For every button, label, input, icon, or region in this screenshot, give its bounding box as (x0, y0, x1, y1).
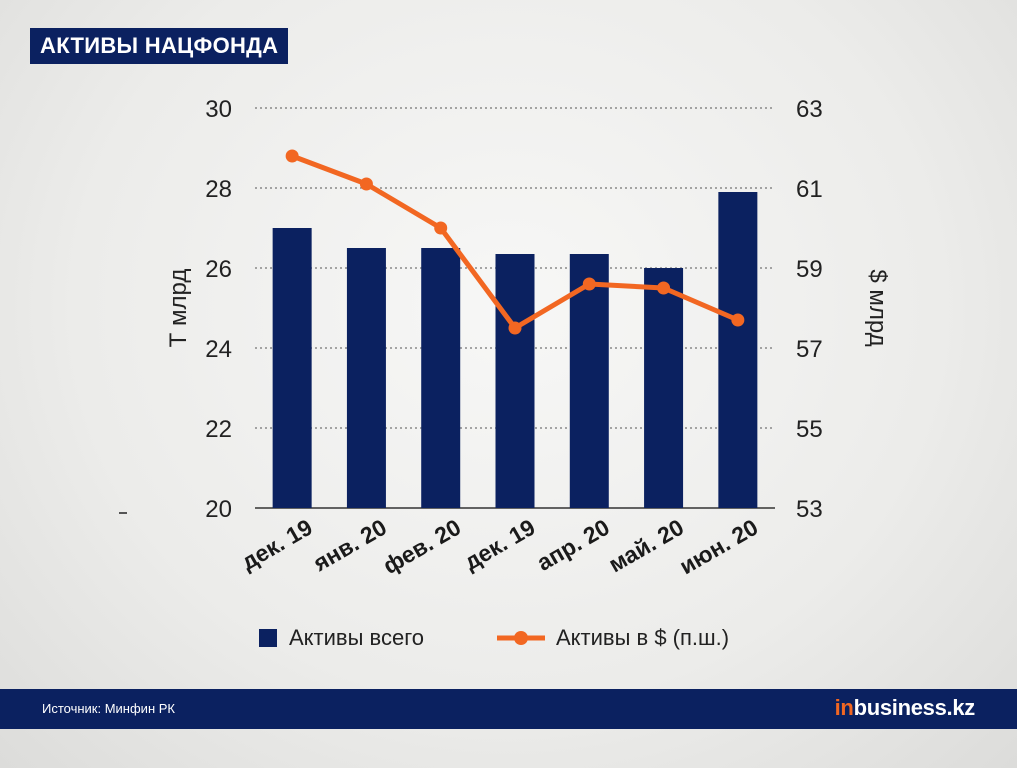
y-tick-label: 24 (205, 336, 232, 363)
footer-bar: Источник: Минфин РК inbusiness.kz (0, 689, 1017, 729)
bar-5 (644, 268, 684, 508)
right-axis-ticks: 53 55 57 59 61 63 (796, 96, 823, 523)
bar-4 (569, 254, 609, 508)
line-point-3 (508, 321, 522, 335)
x-tick-label: июн. 20 (675, 514, 763, 580)
logo-prefix: in (834, 695, 854, 720)
legend-line-marker (514, 631, 528, 645)
x-tick-label: май. 20 (604, 514, 688, 578)
source-text: Источник: Минфин РК (42, 701, 175, 716)
y2-tick-label: 59 (796, 256, 823, 283)
y-tick-label: 26 (205, 256, 232, 283)
x-tick-label: апр. 20 (532, 514, 614, 576)
bar-0 (272, 228, 312, 508)
line-point-4 (582, 277, 596, 291)
bar-6 (718, 192, 758, 508)
logo-main: business.kz (853, 695, 976, 720)
bar-series (272, 192, 758, 508)
y-tick-label: 22 (205, 416, 232, 443)
legend: Активы всего Активы в $ (п.ш.) (259, 625, 729, 650)
line-point-2 (434, 221, 448, 235)
x-tick-label: фев. 20 (378, 514, 465, 579)
y2-tick-label: 53 (796, 496, 823, 523)
y-tick-label: 30 (205, 96, 232, 123)
x-tick-label: дек. 19 (237, 514, 317, 575)
site-logo[interactable]: inbusiness.kz (834, 695, 976, 721)
legend-bar-label: Активы всего (289, 625, 424, 650)
line-point-6 (731, 313, 745, 327)
stray-dash-mark (119, 512, 127, 514)
bar-2 (421, 248, 461, 508)
legend-bar-swatch (259, 629, 277, 647)
y-tick-label: 28 (205, 176, 232, 203)
legend-line-label: Активы в $ (п.ш.) (556, 625, 729, 650)
line-series (285, 149, 745, 335)
left-axis-ticks: 20 22 24 26 28 30 (205, 96, 232, 523)
line-point-1 (359, 177, 373, 191)
y2-tick-label: 63 (796, 96, 823, 123)
bar-3 (495, 254, 535, 508)
chart-title: АКТИВЫ НАЦФОНДА (30, 28, 289, 64)
line-point-5 (657, 281, 671, 295)
y-tick-label: 20 (205, 496, 232, 523)
y2-tick-label: 55 (796, 416, 823, 443)
y2-tick-label: 57 (796, 336, 823, 363)
x-tick-label: янв. 20 (308, 514, 391, 577)
y2-tick-label: 61 (796, 176, 823, 203)
x-tick-label: дек. 19 (460, 514, 540, 575)
right-axis-label: $ млрд (864, 269, 891, 346)
bar-1 (346, 248, 386, 508)
left-axis-label: Т млрд (165, 269, 192, 348)
line-point-0 (285, 149, 299, 163)
